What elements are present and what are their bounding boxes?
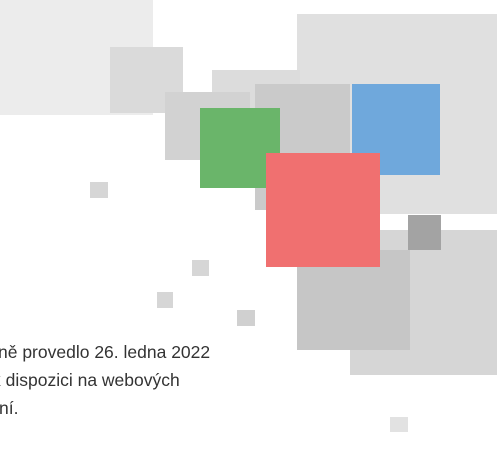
text-line: ně provedlo 26. ledna 2022 (0, 342, 210, 362)
graphic: ně provedlo 26. ledna 2022 k dispozici n… (0, 0, 497, 450)
small-square (157, 292, 173, 308)
small-square (237, 310, 255, 326)
small-square (192, 260, 209, 276)
text-line: k dispozici na webových (0, 370, 180, 390)
red-square (266, 153, 380, 267)
small-square (390, 417, 408, 432)
square (408, 215, 441, 250)
text-line: ní. (0, 398, 18, 418)
page: ně provedlo 26. ledna 2022 k dispozici n… (0, 0, 497, 450)
small-square (90, 182, 108, 198)
